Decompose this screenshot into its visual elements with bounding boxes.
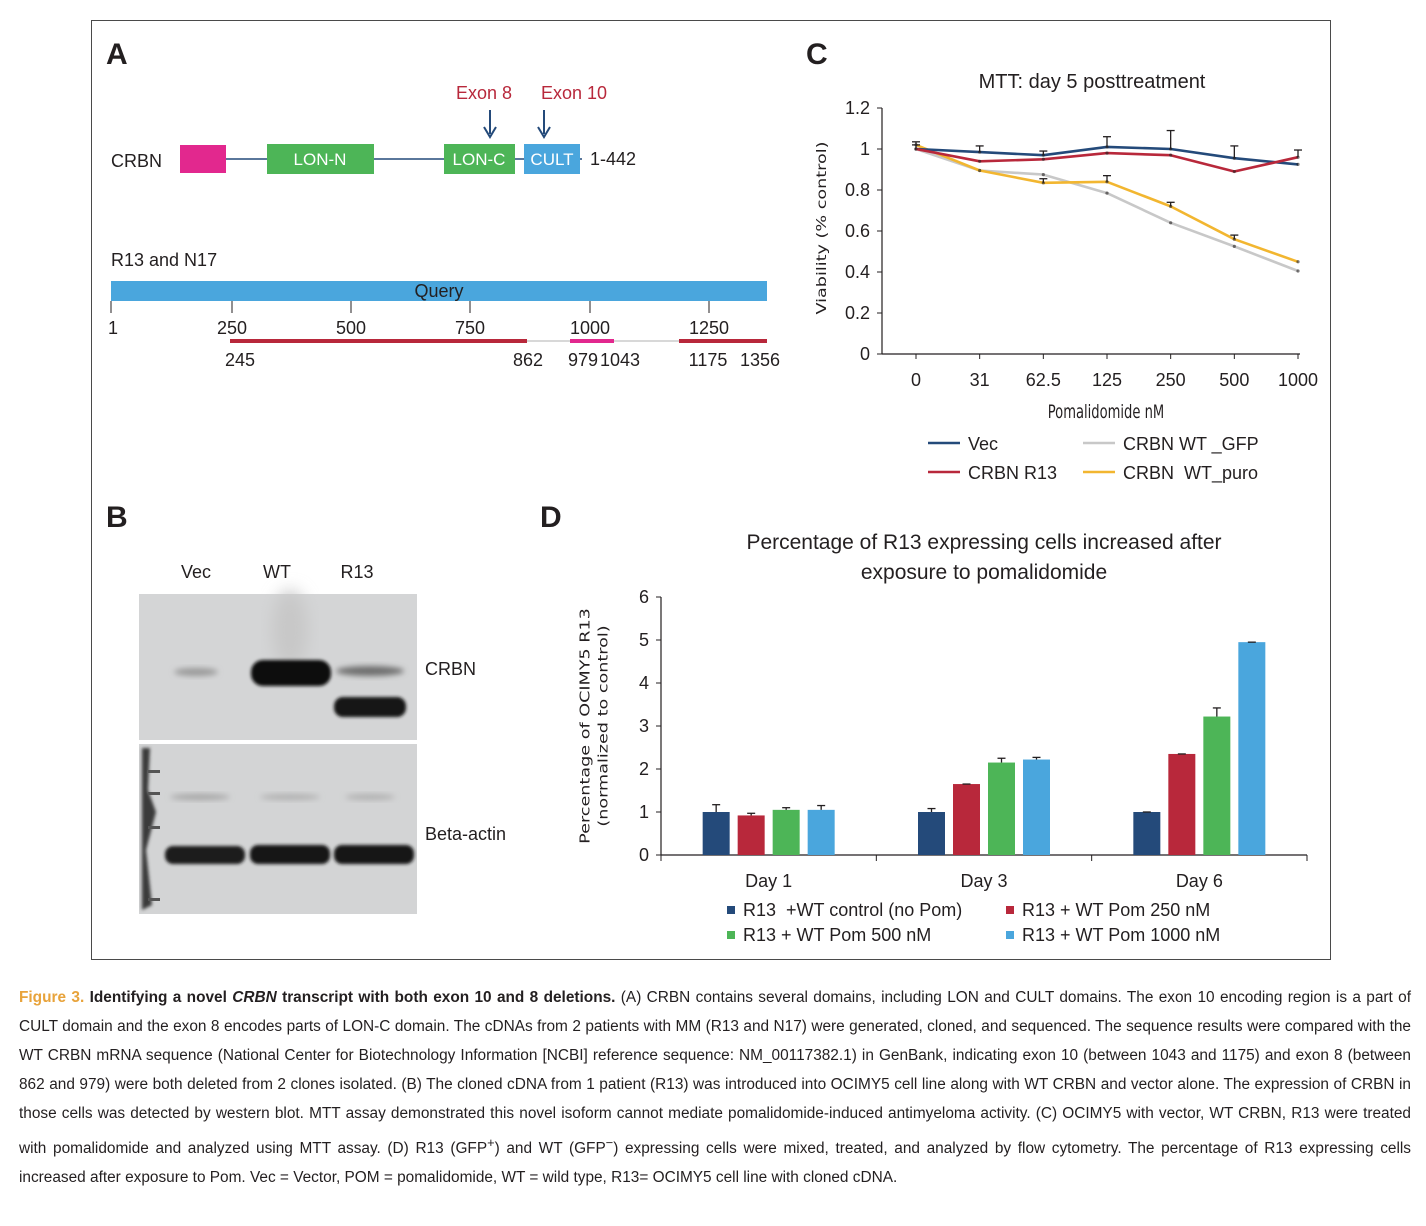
- caption-figure-number: Figure 3.: [19, 989, 85, 1006]
- figure-frame: [91, 20, 1331, 960]
- caption-title-part2: transcript with both exon 10 and 8 delet…: [282, 989, 616, 1006]
- caption-title-gene: CRBN: [232, 989, 277, 1006]
- caption-body-3: ) expressing cells were mixed, treated, …: [19, 1140, 1411, 1187]
- figure-caption: Figure 3. Identifying a novel CRBN trans…: [19, 983, 1411, 1192]
- caption-sup-minus: −: [605, 1135, 614, 1150]
- caption-body-2: ) and WT (GFP: [494, 1140, 606, 1158]
- caption-body: (A) CRBN contains several domains, inclu…: [19, 989, 1412, 1158]
- caption-title-part1: Identifying a novel: [89, 989, 227, 1006]
- caption-sup-plus: +: [487, 1135, 495, 1150]
